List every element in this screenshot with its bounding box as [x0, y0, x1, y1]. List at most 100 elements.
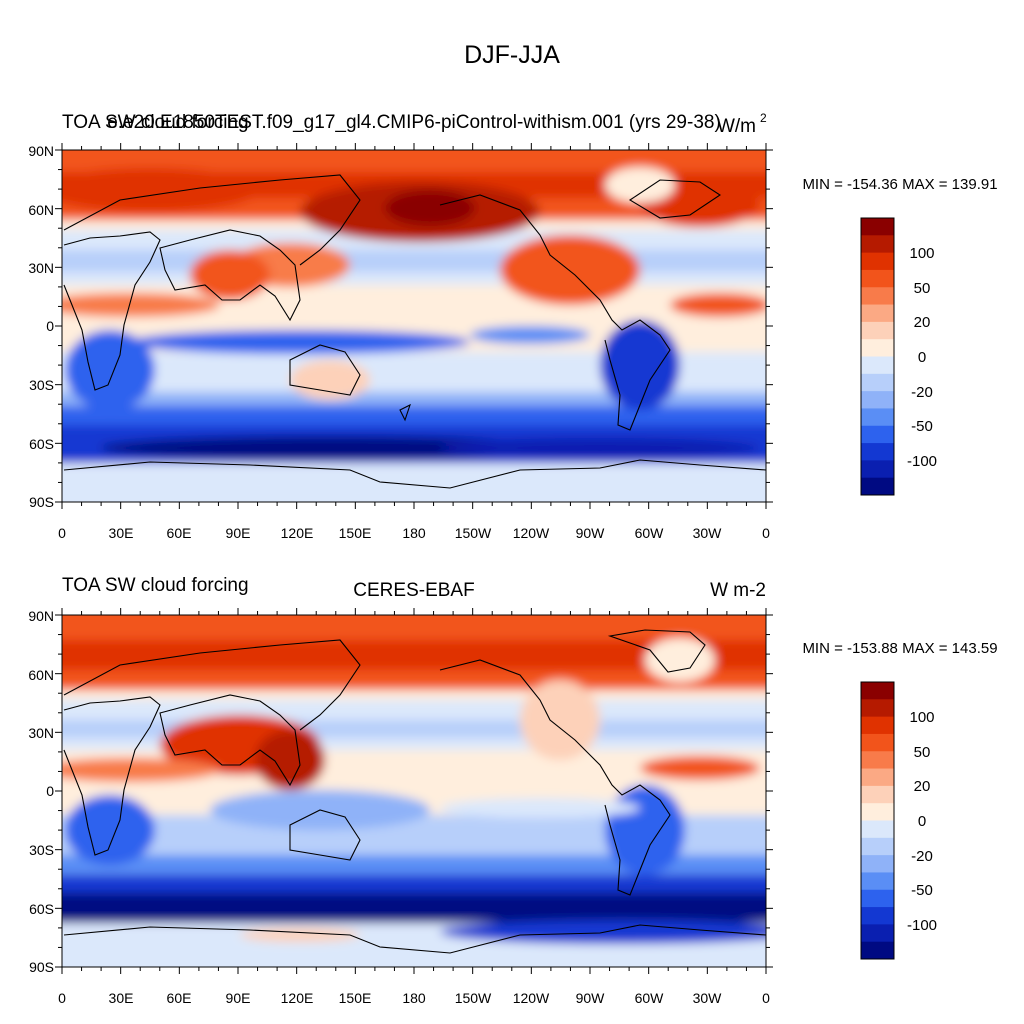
colorbar-label: 20: [914, 314, 931, 331]
colorbar-swatch: [861, 785, 894, 804]
panel-obs-x-labels: 0 30E 60E 90E 120E 150E 180 150W 120W 90…: [58, 990, 770, 1006]
x-label: 0: [762, 525, 770, 541]
colorbar-frame: [860, 681, 895, 960]
panel-model-stats: MIN = -154.36 MAX = 139.91: [802, 176, 997, 193]
colorbar-swatch: [861, 716, 894, 735]
y-label: 30N: [28, 725, 54, 741]
colorbar-label: 20: [914, 778, 931, 795]
colorbar-swatch: [861, 682, 894, 700]
x-label: 0: [58, 990, 66, 1006]
panel-obs-colorbar-labels: 100 50 20 0 -20 -50 -100: [907, 709, 937, 934]
colorbar-label: 100: [909, 245, 934, 262]
panel-model-field: [62, 150, 766, 502]
panel-model-colorbar: [860, 217, 895, 496]
panel-model-map: [62, 150, 766, 502]
x-label: 60W: [635, 525, 665, 541]
x-label: 90W: [576, 990, 606, 1006]
x-label: 180: [402, 990, 426, 1006]
y-label: 30S: [29, 377, 54, 393]
y-label: 60S: [29, 901, 54, 917]
x-label: 120E: [281, 990, 314, 1006]
panel-model: TOA SW cloud forcing e.e20.E1850TEST.f09…: [28, 111, 997, 541]
colorbar-label: 0: [918, 813, 926, 830]
colorbar-swatch: [861, 425, 894, 444]
colorbar-label: 100: [909, 709, 934, 726]
x-label: 60W: [635, 990, 665, 1006]
x-label: 150W: [455, 525, 492, 541]
colorbar-swatch: [861, 837, 894, 856]
panel-obs-left-title: TOA SW cloud forcing: [62, 575, 249, 596]
panel-model-x-labels: 0 30E 60E 90E 120E 150E 180 150W 120W 90…: [58, 525, 770, 541]
colorbar-swatch: [861, 321, 894, 340]
y-label: 0: [46, 783, 54, 799]
colorbar-swatch: [861, 269, 894, 288]
colorbar-label: -100: [907, 453, 937, 470]
panel-obs-ticks: [55, 608, 773, 974]
colorbar-label: 50: [914, 744, 931, 761]
colorbar-swatch: [861, 408, 894, 427]
panel-obs-map: [62, 615, 766, 967]
x-label: 120W: [513, 990, 550, 1006]
colorbar-swatch: [861, 907, 894, 925]
colorbar-swatch: [861, 751, 894, 769]
x-label: 90W: [576, 525, 606, 541]
x-label: 30E: [109, 525, 134, 541]
x-label: 30E: [109, 990, 134, 1006]
x-label: 150E: [339, 990, 372, 1006]
x-label: 180: [402, 525, 426, 541]
colorbar-swatch: [861, 373, 894, 392]
panel-model-ticks: [55, 143, 773, 509]
colorbar-label: -50: [911, 882, 933, 899]
colorbar-swatch: [861, 460, 894, 479]
colorbar-swatch: [861, 339, 894, 357]
colorbar-label: -50: [911, 418, 933, 435]
colorbar-swatch: [861, 872, 894, 891]
x-label: 150W: [455, 990, 492, 1006]
panel-model-left-title: TOA SW cloud forcing: [62, 112, 249, 133]
colorbar-swatch: [861, 768, 894, 787]
y-label: 30S: [29, 842, 54, 858]
x-label: 60E: [167, 990, 192, 1006]
y-label: 60N: [28, 202, 54, 218]
colorbar-swatch: [861, 235, 894, 254]
panel-model-center-title: e.e20.E1850TEST.f09_g17_gl4.CMIP6-piCont…: [107, 112, 721, 133]
y-label: 90S: [29, 494, 54, 510]
colorbar-label: 0: [918, 349, 926, 366]
panel-obs-field: [62, 615, 766, 967]
figure-title: DJF-JJA: [464, 41, 560, 69]
y-label: 90N: [28, 608, 54, 624]
colorbar-swatch: [861, 477, 894, 496]
y-label: 60N: [28, 667, 54, 683]
colorbar-label: -20: [911, 384, 933, 401]
x-label: 120E: [281, 525, 314, 541]
panel-obs: TOA SW cloud forcing CERES-EBAF W m-2: [28, 575, 997, 1006]
x-label: 0: [58, 525, 66, 541]
panel-model-colorbar-labels: 100 50 20 0 -20 -50 -100: [907, 245, 937, 470]
colorbar-swatch: [861, 391, 894, 409]
y-label: 90S: [29, 959, 54, 975]
colorbar-swatch: [861, 941, 894, 960]
colorbar-swatch: [861, 924, 894, 943]
x-label: 150E: [339, 525, 372, 541]
y-label: 60S: [29, 436, 54, 452]
x-label: 90E: [226, 525, 251, 541]
colorbar-label: -100: [907, 917, 937, 934]
panel-obs-y-labels: 90N 60N 30N 0 30S 60S 90S: [28, 608, 54, 975]
x-label: 0: [762, 990, 770, 1006]
panel-obs-colorbar: [860, 681, 895, 960]
colorbar-swatch: [861, 356, 894, 375]
panel-obs-center-title: CERES-EBAF: [353, 580, 474, 601]
x-label: 60E: [167, 525, 192, 541]
panel-model-coastlines: [63, 174, 766, 489]
y-label: 90N: [28, 143, 54, 159]
colorbar-label: -20: [911, 848, 933, 865]
y-label: 30N: [28, 260, 54, 276]
colorbar-frame: [860, 217, 895, 496]
colorbar-swatch: [861, 733, 894, 752]
colorbar-swatch: [861, 820, 894, 839]
panel-obs-coastlines: [63, 629, 766, 954]
colorbar-swatch: [861, 252, 894, 271]
panel-model-y-labels: 90N 60N 30N 0 30S 60S 90S: [28, 143, 54, 510]
panel-model-units: W/m: [717, 116, 756, 137]
